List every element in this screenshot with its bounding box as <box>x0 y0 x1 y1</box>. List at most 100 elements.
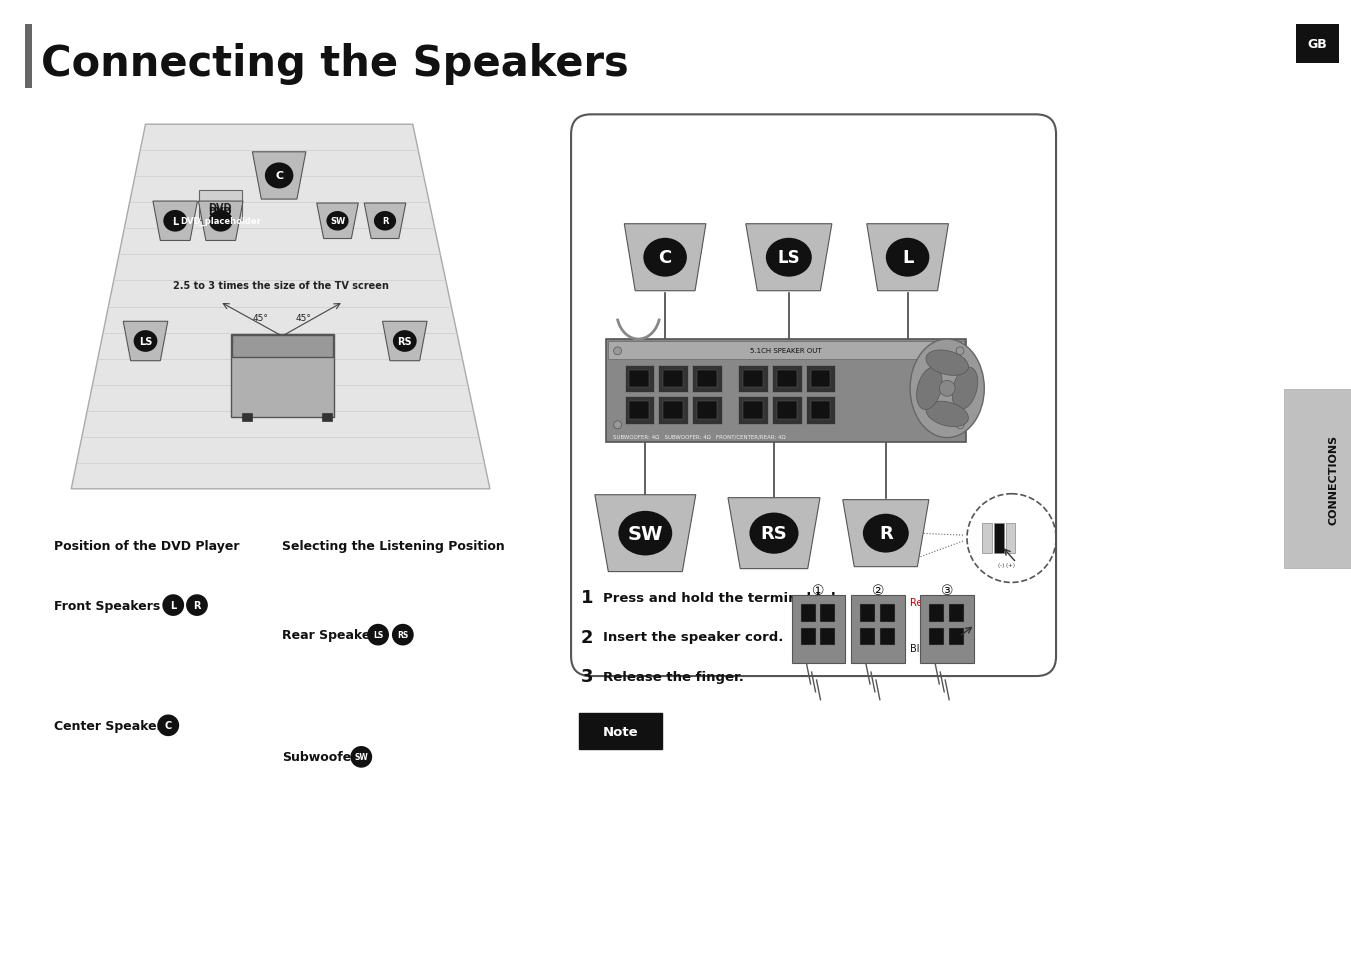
Text: 45°: 45° <box>296 314 312 322</box>
Ellipse shape <box>374 212 396 232</box>
Circle shape <box>957 348 965 355</box>
Text: Release the finger.: Release the finger. <box>603 670 743 683</box>
FancyBboxPatch shape <box>851 596 905 663</box>
Text: 45°: 45° <box>253 314 269 322</box>
Text: RS: RS <box>397 631 408 639</box>
FancyBboxPatch shape <box>739 396 767 424</box>
Text: LS: LS <box>139 336 153 347</box>
Text: GB: GB <box>1308 38 1327 51</box>
FancyBboxPatch shape <box>231 335 332 357</box>
FancyBboxPatch shape <box>861 604 875 622</box>
Text: Subwoofer: Subwoofer <box>282 751 358 763</box>
FancyBboxPatch shape <box>777 370 797 388</box>
FancyBboxPatch shape <box>1296 25 1339 64</box>
Text: RS: RS <box>397 336 412 347</box>
FancyBboxPatch shape <box>692 365 721 393</box>
Circle shape <box>613 421 621 429</box>
FancyBboxPatch shape <box>820 628 835 646</box>
Ellipse shape <box>619 512 673 556</box>
FancyBboxPatch shape <box>24 25 31 89</box>
Ellipse shape <box>952 368 978 410</box>
Text: Front Speakers: Front Speakers <box>54 599 161 612</box>
FancyBboxPatch shape <box>994 524 1004 554</box>
Polygon shape <box>153 202 197 241</box>
FancyBboxPatch shape <box>820 604 835 622</box>
Polygon shape <box>253 152 305 200</box>
FancyBboxPatch shape <box>663 401 682 419</box>
Text: 2.5 to 3 times the size of the TV screen: 2.5 to 3 times the size of the TV screen <box>173 280 389 291</box>
Text: SW: SW <box>330 217 345 226</box>
Text: SUBWOOFER: 4Ω   SUBWOOFER: 4Ω   FRONT/CENTER/REAR: 4Ω: SUBWOOFER: 4Ω SUBWOOFER: 4Ω FRONT/CENTER… <box>613 434 786 438</box>
Text: LS: LS <box>373 631 384 639</box>
Polygon shape <box>624 225 707 292</box>
Polygon shape <box>316 204 358 239</box>
Text: (-) (+): (-) (+) <box>998 562 1015 568</box>
Circle shape <box>392 624 413 646</box>
FancyBboxPatch shape <box>571 115 1056 677</box>
Text: R: R <box>880 524 893 542</box>
FancyBboxPatch shape <box>801 604 816 622</box>
Polygon shape <box>728 498 820 569</box>
Circle shape <box>939 381 955 396</box>
FancyBboxPatch shape <box>929 628 944 646</box>
Circle shape <box>613 348 621 355</box>
FancyBboxPatch shape <box>242 414 253 421</box>
FancyBboxPatch shape <box>861 628 875 646</box>
FancyBboxPatch shape <box>605 339 966 442</box>
FancyBboxPatch shape <box>950 628 965 646</box>
Polygon shape <box>72 125 490 489</box>
FancyBboxPatch shape <box>322 414 331 421</box>
Ellipse shape <box>327 212 349 232</box>
Text: Press and hold the terminal tab.: Press and hold the terminal tab. <box>603 591 846 604</box>
Text: C: C <box>276 172 284 181</box>
Text: 3: 3 <box>581 667 593 685</box>
Text: R: R <box>382 217 388 226</box>
Polygon shape <box>867 225 948 292</box>
Ellipse shape <box>163 211 186 233</box>
Circle shape <box>367 624 389 646</box>
Text: Red: Red <box>909 598 928 607</box>
FancyBboxPatch shape <box>771 365 801 393</box>
Ellipse shape <box>925 402 969 427</box>
Polygon shape <box>746 225 832 292</box>
Text: SW: SW <box>354 753 367 761</box>
FancyBboxPatch shape <box>771 396 801 424</box>
Ellipse shape <box>766 238 812 277</box>
Ellipse shape <box>863 515 909 553</box>
Text: Black: Black <box>909 644 936 654</box>
FancyBboxPatch shape <box>697 401 716 419</box>
Circle shape <box>162 595 184 617</box>
Text: L: L <box>902 249 913 267</box>
Circle shape <box>350 746 372 768</box>
Text: Center Speaker: Center Speaker <box>54 720 163 732</box>
Polygon shape <box>843 500 929 567</box>
FancyBboxPatch shape <box>950 604 965 622</box>
FancyBboxPatch shape <box>801 628 816 646</box>
Ellipse shape <box>925 351 969 376</box>
Text: SW: SW <box>628 524 663 543</box>
Polygon shape <box>123 322 168 361</box>
Text: LS: LS <box>778 249 800 267</box>
FancyBboxPatch shape <box>658 365 688 393</box>
Text: Connecting the Speakers: Connecting the Speakers <box>41 43 628 85</box>
FancyBboxPatch shape <box>792 596 846 663</box>
Text: CONNECTIONS: CONNECTIONS <box>1328 435 1339 524</box>
FancyBboxPatch shape <box>630 401 650 419</box>
Circle shape <box>186 595 208 617</box>
Text: 1: 1 <box>581 589 593 606</box>
Text: L: L <box>170 600 177 611</box>
Circle shape <box>957 421 965 429</box>
Text: Rear Speakers: Rear Speakers <box>282 628 384 641</box>
Ellipse shape <box>750 513 798 554</box>
Text: DVD_placeholder: DVD_placeholder <box>180 217 261 226</box>
Text: DVD: DVD <box>208 203 231 213</box>
Text: L: L <box>172 216 178 227</box>
Circle shape <box>157 715 180 737</box>
Ellipse shape <box>209 211 232 233</box>
FancyBboxPatch shape <box>743 370 763 388</box>
Polygon shape <box>382 322 427 361</box>
FancyBboxPatch shape <box>580 714 662 749</box>
FancyBboxPatch shape <box>608 341 965 359</box>
FancyBboxPatch shape <box>630 370 650 388</box>
FancyBboxPatch shape <box>1005 524 1016 554</box>
